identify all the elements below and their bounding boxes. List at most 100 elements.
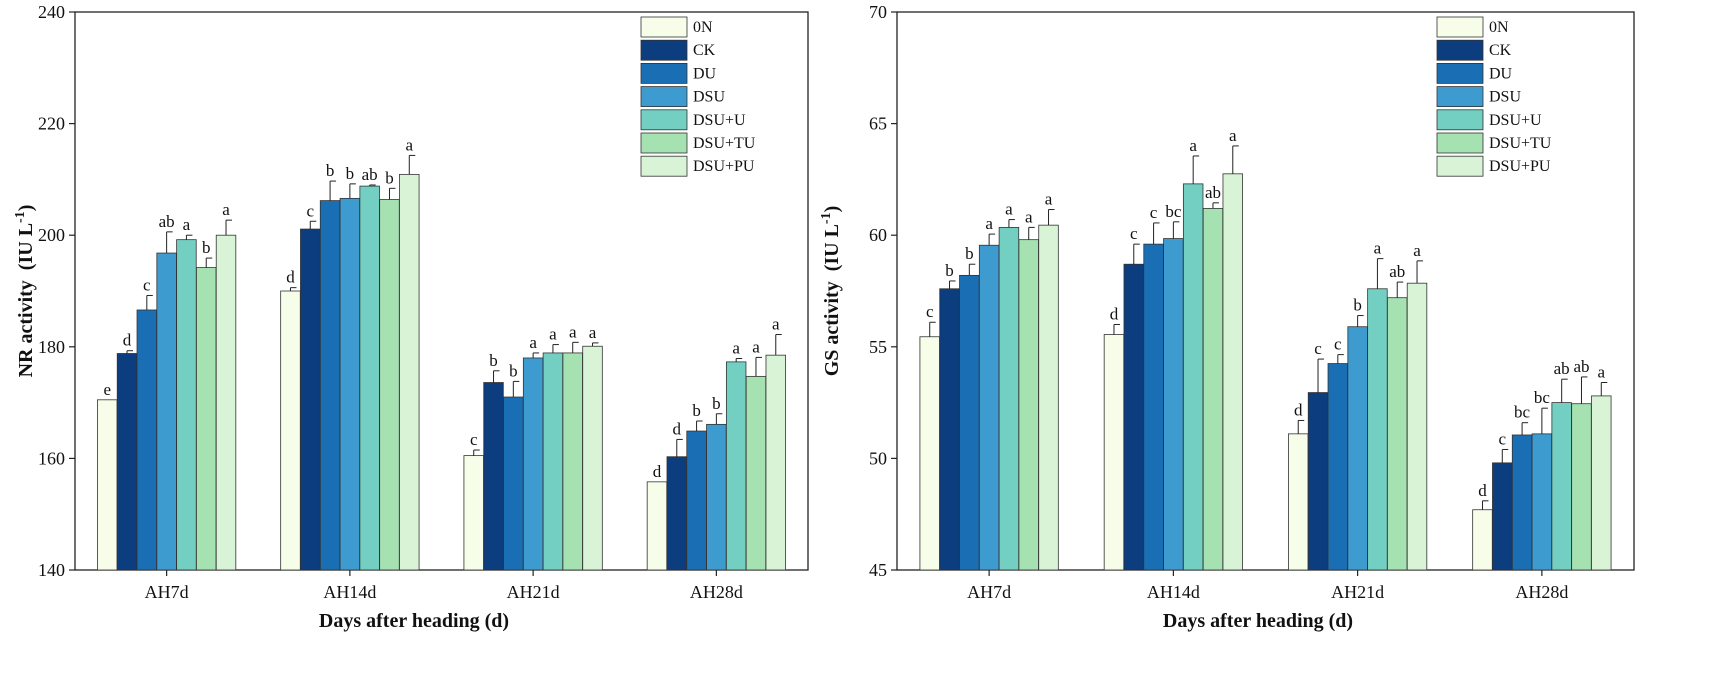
significance-letter: bc <box>1534 388 1551 407</box>
y-axis-title-unit: (IU L <box>15 223 37 270</box>
bar <box>998 226 1020 571</box>
y-axis-title-close: ) <box>821 206 843 213</box>
x-category-label: AH7d <box>967 582 1011 602</box>
significance-letter: a <box>222 200 230 219</box>
bar <box>196 267 217 571</box>
y-tick-label: 240 <box>38 2 65 22</box>
significance-letter: c <box>1334 335 1342 354</box>
significance-letter: b <box>385 168 394 187</box>
bar <box>522 357 544 571</box>
bar <box>319 200 341 571</box>
y-tick-label: 200 <box>38 225 65 245</box>
significance-letter: a <box>985 214 993 233</box>
bar <box>1492 462 1513 571</box>
legend-label: DU <box>693 65 717 82</box>
bar <box>745 375 767 571</box>
y-axis-title-space <box>15 270 37 280</box>
bar <box>686 430 707 571</box>
significance-letter: b <box>326 161 335 180</box>
x-category-label: AH28d <box>1515 582 1568 602</box>
y-tick-label: 50 <box>869 448 887 468</box>
significance-letter: c <box>470 430 478 449</box>
significance-letter: bc <box>1165 202 1182 221</box>
bar <box>562 352 583 571</box>
y-axis-title-space <box>821 271 843 281</box>
x-axis-title: Days after heading (d) <box>319 610 509 632</box>
y-axis-title-sup: -1 <box>819 212 834 224</box>
legend-label: DSU+TU <box>1489 135 1552 152</box>
x-axis-title: Days after heading (d) <box>1163 610 1353 632</box>
bar <box>1288 433 1309 571</box>
bar <box>1406 282 1428 571</box>
significance-letter: c <box>1314 339 1322 358</box>
legend-swatch <box>1436 155 1484 177</box>
significance-letter: c <box>307 201 315 220</box>
bar <box>1472 509 1493 571</box>
legend-swatch <box>1436 63 1484 84</box>
bar <box>136 309 158 571</box>
legend-swatch <box>1436 39 1484 61</box>
bar <box>280 290 301 571</box>
significance-letter: b <box>202 238 211 257</box>
significance-letter: b <box>1353 296 1362 315</box>
significance-letter: a <box>1005 200 1013 219</box>
legend-label: DU <box>1489 65 1513 82</box>
bar <box>503 396 524 571</box>
significance-letter: a <box>1025 207 1033 226</box>
bar <box>978 244 1000 571</box>
bar <box>215 234 237 571</box>
legend-swatch <box>640 39 688 61</box>
bar <box>646 481 668 571</box>
significance-letter: a <box>183 215 191 234</box>
significance-letter: c <box>1150 203 1158 222</box>
y-axis-title: NR activity (IU L-1) <box>13 205 37 378</box>
bar <box>97 399 118 571</box>
bar <box>339 197 361 571</box>
y-tick-label: 220 <box>38 114 65 134</box>
bar <box>765 354 786 571</box>
significance-letter: a <box>1229 126 1237 145</box>
significance-letter: bc <box>1514 403 1531 422</box>
legend-swatch <box>640 109 688 131</box>
bar <box>399 173 420 571</box>
significance-letter: a <box>589 323 597 342</box>
significance-letter: a <box>529 333 537 352</box>
y-axis-title-sup: -1 <box>13 211 28 223</box>
y-axis-title-unit: (IU L <box>821 224 843 271</box>
significance-letter: b <box>346 164 355 183</box>
y-tick-label: 140 <box>38 560 65 580</box>
legend-label: DSU+PU <box>1489 158 1551 175</box>
bar <box>1327 363 1349 571</box>
significance-letter: c <box>1130 224 1138 243</box>
bar <box>1018 239 1039 571</box>
bar <box>300 228 321 571</box>
y-tick-label: 45 <box>869 560 887 580</box>
y-axis-title-main: GS activity <box>821 281 843 376</box>
significance-letter: b <box>489 351 498 370</box>
bar <box>1511 434 1533 571</box>
bar <box>666 456 687 571</box>
bar <box>939 288 960 571</box>
legend-label: DSU+U <box>693 112 746 129</box>
significance-letter: a <box>1598 363 1606 382</box>
y-tick-label: 70 <box>869 2 887 22</box>
significance-letter: b <box>712 394 721 413</box>
bar <box>1531 433 1553 571</box>
significance-letter: e <box>103 380 111 399</box>
legend-swatch <box>1436 132 1484 154</box>
significance-letter: a <box>549 325 557 344</box>
bar <box>1143 243 1164 571</box>
x-category-label: AH14d <box>1147 582 1200 602</box>
significance-letter: d <box>123 331 132 350</box>
bar <box>463 455 484 571</box>
significance-letter: a <box>1189 136 1197 155</box>
plot-frame <box>896 11 1635 571</box>
significance-letter: ab <box>1205 183 1221 202</box>
y-tick-label: 160 <box>38 448 65 468</box>
legend-swatch <box>640 16 688 38</box>
legend-label: DSU+PU <box>693 158 755 175</box>
bar <box>1347 326 1368 571</box>
x-category-label: AH7d <box>145 582 189 602</box>
bar <box>156 252 177 571</box>
